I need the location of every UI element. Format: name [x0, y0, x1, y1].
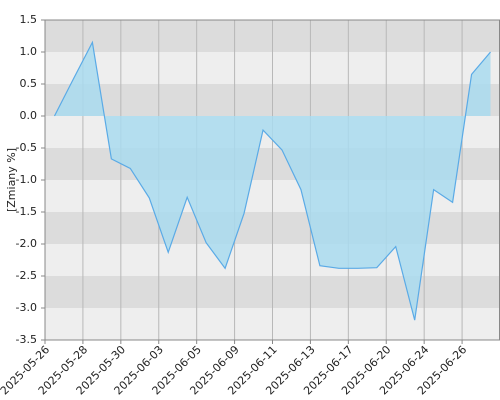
y-tick-label: -3.5 [16, 333, 37, 346]
y-tick-label: 0.0 [20, 109, 38, 122]
y-tick-label: -1.0 [16, 173, 37, 186]
y-tick-label: -2.5 [16, 269, 37, 282]
y-tick-label: -0.5 [16, 141, 37, 154]
line [53, 40, 491, 321]
y-tick-label: -3.0 [16, 301, 37, 314]
y-tick-label: 1.0 [20, 45, 38, 58]
y-tick-label: -1.5 [16, 205, 37, 218]
y-tick-label: 1.5 [20, 13, 38, 26]
y-axis-label: [Zmiany %] [5, 148, 18, 212]
y-tick-label: -2.0 [16, 237, 37, 250]
y-tick-label: 0.5 [20, 77, 38, 90]
area [54, 42, 491, 321]
